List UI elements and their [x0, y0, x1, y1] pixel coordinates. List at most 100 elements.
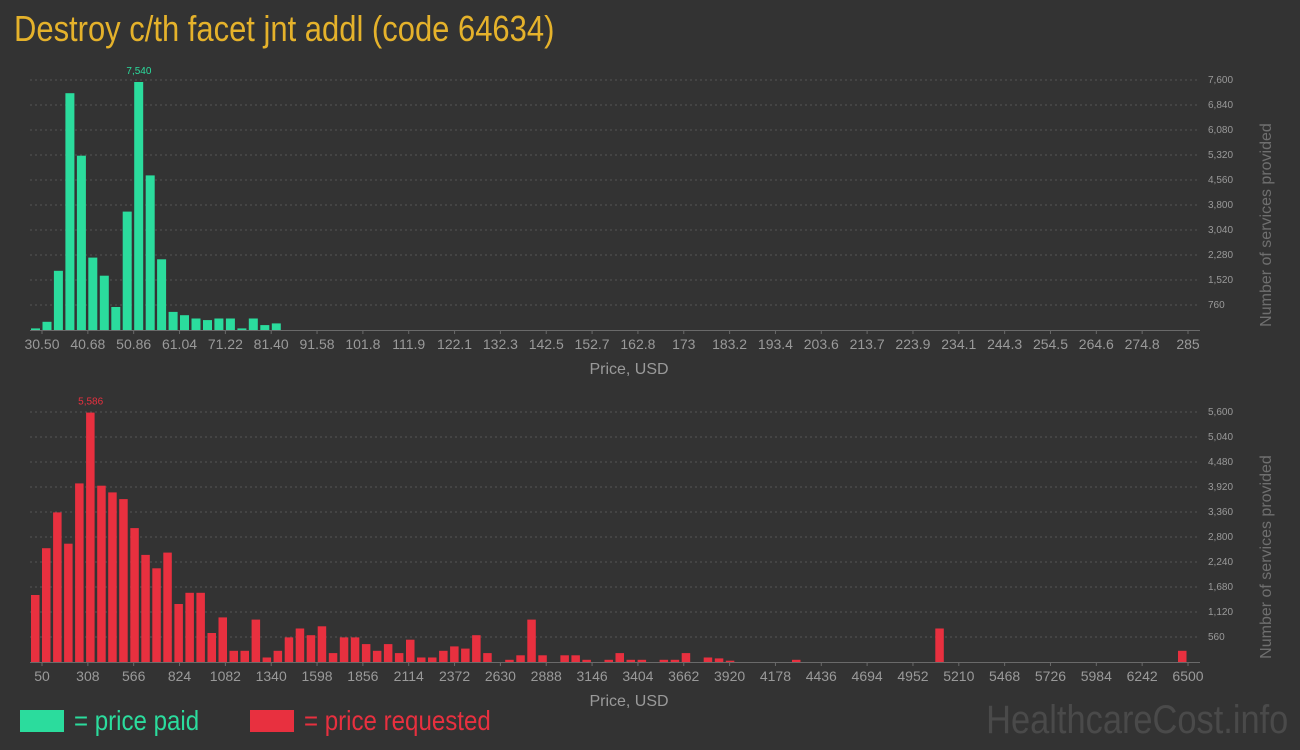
legend-paid-swatch: [20, 710, 64, 732]
requested-bar: [31, 595, 40, 662]
requested-x-axis-title: Price, USD: [589, 693, 668, 710]
requested-bar: [251, 619, 261, 662]
requested-y-tick-label: 560: [1208, 632, 1225, 643]
paid-x-tick-label: 91.58: [300, 336, 335, 352]
requested-bar: [372, 650, 382, 662]
requested-bar: [119, 499, 128, 662]
requested-bar: [527, 619, 536, 662]
paid-bar: [180, 315, 189, 330]
requested-bar: [505, 659, 514, 662]
requested-x-tick-label: 3920: [714, 668, 745, 684]
price-requested-histogram: 560 1,120 1,680 2,240 2,800 3,360 3,920 4,480 5,…: [30, 397, 1275, 710]
paid-x-tick-label: 111.9: [392, 336, 425, 352]
paid-x-tick-label: 81.40: [254, 336, 289, 352]
requested-x-tick-label: 3662: [668, 668, 699, 684]
requested-bar: [152, 568, 161, 663]
requested-bar: [637, 659, 647, 662]
requested-x-tick-label: 4952: [897, 668, 928, 684]
requested-bar: [582, 659, 591, 662]
requested-bar: [174, 604, 183, 662]
paid-x-tick-label: 193.4: [758, 336, 793, 352]
requested-bar: [670, 659, 680, 662]
legend-requested-label: = price requested: [304, 705, 491, 736]
paid-y-tick-label: 5,320: [1208, 150, 1233, 161]
requested-x-tick-label: 3404: [622, 668, 653, 684]
paid-x-tick-label: 285: [1176, 336, 1200, 352]
requested-y-tick-label: 5,600: [1208, 407, 1233, 418]
requested-bar: [273, 650, 283, 662]
requested-bar: [42, 548, 51, 662]
paid-y-tick-label: 760: [1208, 300, 1225, 311]
requested-bar: [86, 412, 95, 662]
requested-bar: [428, 657, 437, 662]
requested-bar: [703, 657, 713, 662]
paid-bar: [122, 211, 132, 330]
requested-bar: [1178, 650, 1187, 662]
requested-bar: [571, 655, 580, 662]
requested-bar: [560, 655, 569, 662]
requested-x-tick-label: 824: [168, 668, 192, 684]
paid-x-axis-title: Price, USD: [589, 361, 668, 378]
requested-bar: [53, 512, 62, 662]
requested-bar: [108, 492, 117, 662]
requested-bar: [615, 653, 624, 662]
requested-bar: [306, 635, 316, 662]
requested-bar: [935, 628, 944, 662]
paid-peak-label: 7,540: [126, 66, 151, 77]
paid-x-tick-label: 132.3: [483, 336, 518, 352]
paid-y-tick-label: 6,840: [1208, 100, 1233, 111]
requested-x-tick-label: 2372: [439, 668, 470, 684]
requested-bar: [472, 635, 481, 662]
requested-y-tick-label: 4,480: [1208, 457, 1233, 468]
legend-requested: = price requested: [250, 703, 521, 739]
requested-bar: [229, 650, 238, 662]
requested-x-tick-label: 4694: [852, 668, 883, 684]
paid-x-tick-label: 244.3: [987, 336, 1022, 352]
requested-bar: [792, 659, 801, 662]
paid-y-tick-label: 4,560: [1208, 175, 1233, 186]
paid-bar: [88, 257, 98, 330]
requested-bar: [163, 552, 172, 662]
paid-bar: [157, 259, 167, 330]
paid-x-tick-label: 40.68: [70, 336, 105, 352]
paid-x-tick-label: 162.8: [620, 336, 655, 352]
paid-bar: [111, 307, 121, 330]
requested-bar: [439, 650, 448, 662]
requested-bar: [339, 637, 349, 662]
paid-bar: [214, 318, 224, 330]
paid-x-tick-label: 50.86: [116, 336, 151, 352]
paid-bar: [134, 82, 144, 330]
paid-bar: [76, 155, 86, 330]
paid-x-tick-label: 101.8: [345, 336, 380, 352]
requested-x-tick-label: 4178: [760, 668, 791, 684]
requested-bar: [130, 528, 139, 662]
page-title: Destroy c/th facet jnt addl (code 64634): [14, 8, 555, 49]
paid-bar: [42, 321, 52, 330]
paid-y-tick-label: 6,080: [1208, 125, 1233, 136]
requested-x-tick-label: 2888: [531, 668, 562, 684]
paid-x-tick-label: 152.7: [575, 336, 610, 352]
paid-bar: [31, 328, 40, 330]
paid-y-tick-label: 7,600: [1208, 75, 1233, 86]
requested-x-tick-label: 1598: [301, 668, 332, 684]
requested-x-tick-label: 5726: [1035, 668, 1066, 684]
requested-x-tick-label: 308: [76, 668, 100, 684]
paid-bar: [168, 311, 178, 330]
requested-bar: [350, 637, 360, 662]
requested-bar: [207, 633, 216, 662]
requested-bar: [218, 617, 227, 662]
paid-x-tick-label: 122.1: [437, 336, 472, 352]
requested-bar: [538, 655, 547, 662]
paid-x-tick-label: 71.22: [208, 336, 243, 352]
requested-bar: [284, 637, 294, 662]
paid-x-tick-label: 142.5: [529, 336, 564, 352]
requested-bar: [681, 653, 691, 662]
paid-x-tick-label: 274.8: [1125, 336, 1160, 352]
requested-bar: [97, 485, 106, 662]
requested-bar: [317, 626, 327, 662]
paid-y-axis-title: Number of services provided: [1258, 123, 1275, 327]
paid-bar: [260, 325, 270, 330]
requested-peak-label: 5,586: [78, 397, 103, 408]
paid-y-tick-label: 1,520: [1208, 275, 1233, 286]
requested-bar: [185, 592, 194, 662]
